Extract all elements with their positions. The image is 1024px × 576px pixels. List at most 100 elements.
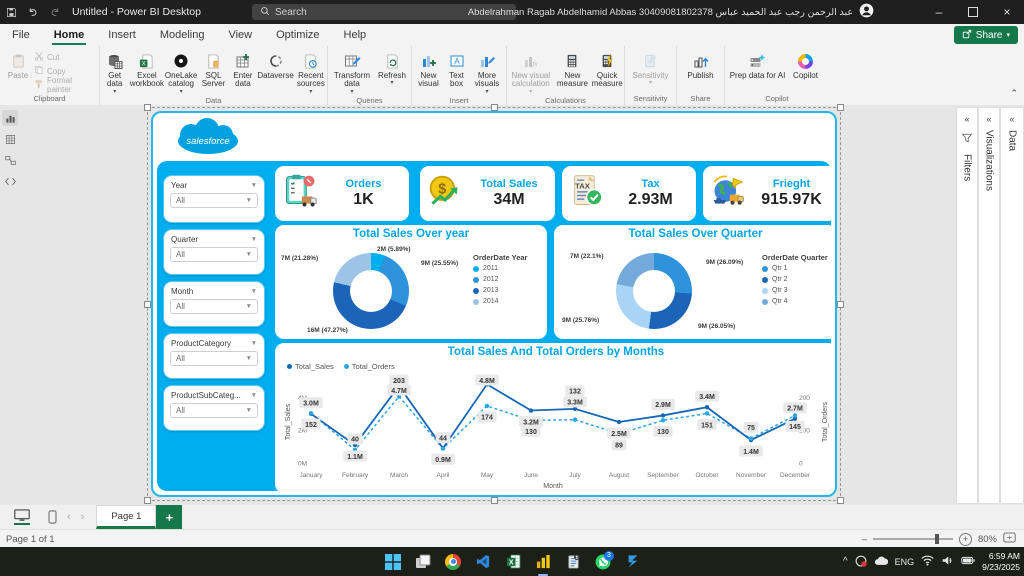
blue-app-icon[interactable] [621,550,645,574]
sensitivity-button[interactable]: Sensitivity ▾ [629,49,673,86]
format-painter-button[interactable]: Format painter [34,76,96,94]
onelake-catalog-button[interactable]: OneLake catalog ▾ [164,49,197,95]
tab-modeling[interactable]: Modeling [159,29,205,41]
dataverse-button[interactable]: Dataverse [257,49,294,80]
slicer-month-dropdown[interactable]: All ▼ [170,299,258,314]
data-pane[interactable]: « Data [1000,107,1024,504]
donut-chart-year[interactable]: Total Sales Over year 2M (5.89%) 9M (25.… [275,225,547,339]
quick-measure-button[interactable]: Quick measure [590,49,624,89]
task-view-button[interactable] [411,550,435,574]
wifi-icon[interactable] [921,555,934,568]
search-input[interactable]: Search [252,4,516,20]
chevron-down-icon[interactable]: ▼ [250,340,257,347]
recorder-tray-icon[interactable] [855,555,867,569]
model-view-icon[interactable] [2,152,18,168]
fit-to-page-icon[interactable] [1003,532,1016,546]
prep-data-for-ai-button[interactable]: Prep data for AI [730,49,786,80]
ribbon-collapse-chevron[interactable]: ⌃ [1010,88,1018,98]
onedrive-icon[interactable] [874,556,888,568]
desktop-layout-icon[interactable] [14,509,30,525]
new-visual-button[interactable]: New visual [415,49,443,89]
tab-home[interactable]: Home [42,24,97,46]
new-visual-calculation-button[interactable]: fx New visual calculation ▾ [507,49,555,95]
new-page-button[interactable]: + [156,505,183,529]
publish-button[interactable]: Publish [683,49,719,80]
copy-button[interactable]: Copy [34,65,96,77]
slicer-product-subcategory-dropdown[interactable]: All ▼ [170,403,258,418]
paste-button[interactable]: Paste [3,49,33,80]
close-button[interactable]: × [1003,5,1011,19]
sql-server-button[interactable]: SQL Server [199,49,228,89]
avatar[interactable] [859,3,874,21]
zoom-out-button[interactable]: – [861,533,867,545]
kpi-freight[interactable]: Frieght 915.97K [703,166,835,221]
chevron-down-icon[interactable]: ▼ [250,392,257,399]
copilot-button[interactable]: Copilot [787,49,825,80]
redo-icon[interactable] [44,3,66,21]
refresh-button[interactable]: Refresh ▾ [375,49,409,86]
visualizations-pane[interactable]: « Visualizations [978,107,1000,504]
more-visuals-button[interactable]: More visuals ▾ [471,49,504,95]
chevron-down-icon[interactable]: ▼ [250,288,257,295]
save-icon[interactable] [0,3,22,21]
report-page[interactable]: salesforce Year ▼ All ▼ Quarter ▼ All ▼ Mont… [151,111,837,497]
slicer-product-subcategory[interactable]: ProductSubCateg... ▼ All ▼ [163,385,265,431]
dax-query-view-icon[interactable] [2,173,18,189]
expand-icon[interactable]: « [986,114,992,124]
chevron-down-icon[interactable]: ▼ [250,182,257,189]
slicer-year-dropdown[interactable]: All ▼ [170,193,258,208]
slicer-product-category-dropdown[interactable]: All ▼ [170,351,258,366]
tab-optimize[interactable]: Optimize [276,29,320,41]
minimize-button[interactable]: – [935,5,943,19]
tab-file[interactable]: File [12,29,30,41]
tab-help[interactable]: Help [343,29,367,41]
zoom-slider[interactable] [872,534,953,544]
get-data-button[interactable]: Get data ▾ [100,49,129,95]
slicer-quarter-dropdown[interactable]: All ▼ [170,247,258,262]
donut-chart-quarter[interactable]: Total Sales Over Quarter 9M (26.09%) 9M … [554,225,835,339]
filters-pane[interactable]: « Filters [956,107,978,504]
share-button[interactable]: Share ▾ [953,26,1018,44]
prev-page-arrow[interactable]: ‹ [67,511,71,523]
slicer-year[interactable]: Year ▼ All ▼ [163,175,265,223]
undo-icon[interactable] [22,3,44,21]
document-app-icon[interactable] [561,550,585,574]
slicer-quarter[interactable]: Quarter ▼ All ▼ [163,229,265,275]
excel-workbook-button[interactable]: X Excel workbook [130,49,164,89]
zoom-in-button[interactable]: + [958,532,972,546]
cut-button[interactable]: Cut [34,51,96,63]
volume-icon[interactable] [941,555,954,568]
zoom-slider-thumb[interactable] [934,534,939,544]
kpi-tax[interactable]: TAX Tax 2.93M [562,166,696,221]
new-measure-button[interactable]: New measure [556,49,590,89]
language-indicator[interactable]: ENG [894,556,915,567]
slicer-product-category[interactable]: ProductCategory ▼ All ▼ [163,333,265,379]
chevron-down-icon[interactable]: ▼ [250,236,257,243]
tab-view[interactable]: View [228,29,253,41]
report-page-selection[interactable]: salesforce Year ▼ All ▼ Quarter ▼ All ▼ Mont… [144,104,844,504]
page-tab[interactable]: Page 1 [96,505,157,529]
slicer-month[interactable]: Month ▼ All ▼ [163,281,265,327]
start-button[interactable] [381,550,405,574]
powerbi-icon[interactable] [531,550,555,576]
taskbar-clock[interactable]: 6:59 AM 9/23/2025 [982,550,1020,572]
mobile-layout-icon[interactable] [48,510,57,524]
kpi-total-sales[interactable]: $ Total Sales 34M [420,166,555,221]
donut-ring-quarter[interactable] [616,253,692,329]
account-info[interactable]: Abdelrahman Ragab Abdelhamid Abbas 30409… [468,0,874,24]
excel-taskbar-icon[interactable]: X [501,550,525,574]
expand-icon[interactable]: « [1009,114,1015,124]
vscode-icon[interactable] [471,550,495,574]
tab-insert[interactable]: Insert [108,29,136,41]
chrome-icon[interactable] [441,550,465,574]
whatsapp-icon[interactable]: 3 [591,550,615,574]
table-view-icon[interactable] [2,131,18,147]
kpi-orders[interactable]: Orders 1K [275,166,409,221]
donut-ring-year[interactable] [333,253,409,329]
recent-sources-button[interactable]: Recent sources ▾ [295,49,327,95]
hidden-icons-chevron[interactable]: ^ [842,556,848,567]
next-page-arrow[interactable]: › [80,511,85,523]
maximize-button[interactable] [956,0,990,24]
enter-data-button[interactable]: Enter data [229,49,256,89]
battery-icon[interactable] [961,556,975,567]
